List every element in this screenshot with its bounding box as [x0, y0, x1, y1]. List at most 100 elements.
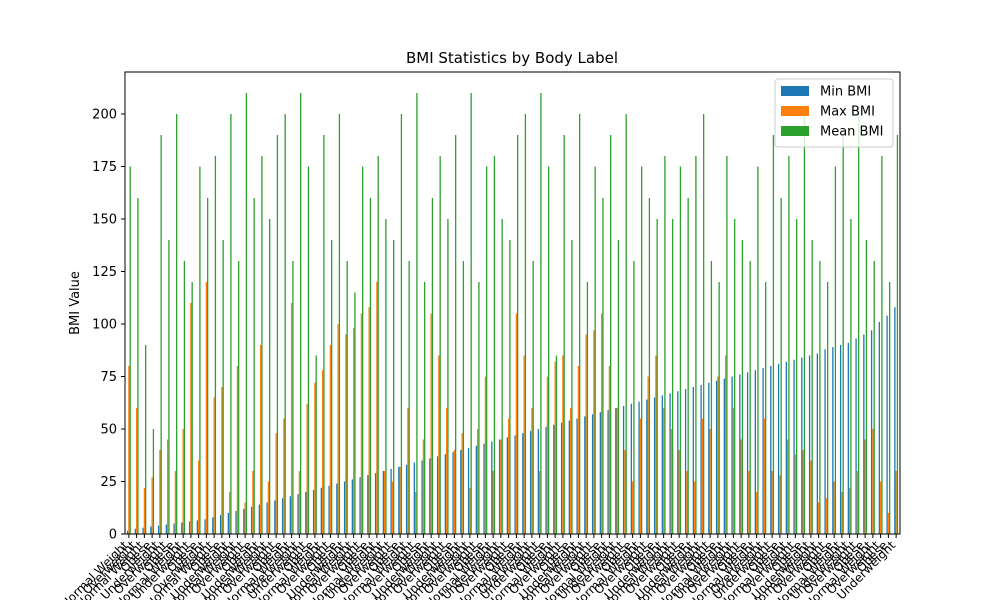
bar-min-bmi-7 — [181, 522, 183, 534]
bar-max-bmi-54 — [546, 376, 549, 534]
bar-mean-bmi-43 — [462, 261, 465, 534]
bar-max-bmi-17 — [259, 345, 262, 534]
bar-max-bmi-28 — [345, 334, 347, 534]
bar-mean-bmi-65 — [633, 261, 635, 534]
bar-min-bmi-82 — [762, 368, 764, 534]
bar-mean-bmi-25 — [323, 135, 325, 534]
bar-mean-bmi-35 — [400, 114, 403, 534]
bar-mean-bmi-3 — [152, 429, 155, 534]
bar-min-bmi-87 — [801, 357, 803, 534]
bar-max-bmi-44 — [469, 487, 471, 534]
bar-max-bmi-6 — [174, 471, 177, 534]
legend-swatch — [781, 126, 809, 136]
bar-min-bmi-43 — [460, 450, 462, 534]
bar-min-bmi-81 — [754, 370, 756, 534]
bar-max-bmi-8 — [190, 303, 192, 534]
bar-mean-bmi-23 — [307, 166, 310, 534]
y-axis-label: BMI Value — [68, 271, 83, 335]
bar-max-bmi-64 — [624, 450, 626, 534]
bar-mean-bmi-32 — [377, 156, 379, 534]
bar-max-bmi-19 — [275, 433, 277, 534]
chart-title: BMI Statistics by Body Label — [406, 49, 618, 67]
bar-max-bmi-70 — [670, 429, 673, 534]
bar-mean-bmi-70 — [672, 219, 674, 534]
bar-max-bmi-92 — [841, 492, 843, 534]
bar-mean-bmi-80 — [749, 261, 751, 534]
bar-mean-bmi-24 — [315, 355, 317, 534]
bar-max-bmi-57 — [569, 408, 572, 534]
bar-min-bmi-30 — [359, 477, 361, 534]
bar-max-bmi-41 — [445, 408, 448, 534]
bar-min-bmi-45 — [475, 445, 477, 534]
bar-min-bmi-61 — [599, 412, 601, 534]
bar-min-bmi-33 — [382, 471, 384, 534]
bar-mean-bmi-66 — [641, 166, 643, 534]
bar-max-bmi-58 — [577, 366, 580, 534]
bar-mean-bmi-8 — [191, 282, 193, 534]
bar-max-bmi-27 — [337, 324, 339, 534]
bar-min-bmi-21 — [289, 496, 291, 534]
bar-mean-bmi-89 — [819, 261, 821, 534]
bar-max-bmi-52 — [531, 408, 533, 534]
bar-max-bmi-10 — [205, 282, 208, 534]
bar-max-bmi-40 — [438, 355, 440, 534]
bar-max-bmi-97 — [879, 481, 882, 534]
bar-mean-bmi-88 — [811, 240, 813, 534]
bar-min-bmi-79 — [739, 374, 741, 534]
y-axis-ticks: 0 25 50 75 100 125 150 175 200 — [92, 108, 125, 543]
bar-min-bmi-29 — [351, 479, 353, 534]
bar-mean-bmi-46 — [486, 166, 488, 534]
bar-min-bmi-69 — [661, 395, 663, 534]
bar-mean-bmi-1 — [137, 198, 139, 534]
bar-mean-bmi-34 — [393, 240, 395, 534]
bar-mean-bmi-45 — [478, 282, 480, 534]
bar-mean-bmi-41 — [447, 219, 449, 534]
bar-mean-bmi-60 — [594, 166, 596, 534]
legend-swatch — [781, 86, 809, 96]
bar-mean-bmi-18 — [269, 219, 271, 534]
bar-mean-bmi-38 — [424, 282, 426, 534]
bar-max-bmi-62 — [608, 366, 611, 534]
bar-mean-bmi-5 — [168, 240, 170, 534]
bar-max-bmi-21 — [290, 303, 293, 534]
bar-mean-bmi-37 — [416, 93, 418, 534]
bar-max-bmi-61 — [600, 313, 603, 534]
bar-max-bmi-55 — [554, 361, 556, 534]
bar-max-bmi-7 — [182, 429, 184, 534]
bar-max-bmi-56 — [562, 355, 564, 534]
bar-mean-bmi-17 — [261, 156, 263, 534]
bar-max-bmi-45 — [476, 429, 479, 534]
bar-mean-bmi-29 — [354, 292, 356, 534]
bar-mean-bmi-64 — [625, 114, 627, 534]
bar-mean-bmi-6 — [176, 114, 178, 534]
bar-max-bmi-69 — [662, 408, 665, 534]
bar-min-bmi-35 — [398, 466, 400, 534]
bar-min-bmi-62 — [607, 410, 609, 534]
bar-min-bmi-90 — [824, 349, 826, 534]
bar-min-bmi-32 — [374, 473, 377, 534]
bar-mean-bmi-71 — [679, 166, 682, 534]
bar-mean-bmi-98 — [889, 282, 891, 534]
bar-min-bmi-51 — [522, 433, 524, 534]
bar-mean-bmi-57 — [571, 240, 573, 534]
bar-max-bmi-29 — [352, 328, 355, 534]
bar-max-bmi-3 — [151, 477, 153, 534]
bar-mean-bmi-72 — [687, 198, 689, 534]
bar-min-bmi-16 — [250, 506, 253, 534]
bar-max-bmi-95 — [864, 439, 866, 534]
bar-mean-bmi-54 — [548, 166, 550, 534]
y-tick-label: 150 — [92, 213, 117, 228]
bar-min-bmi-10 — [204, 519, 206, 534]
bar-min-bmi-31 — [367, 475, 369, 534]
bar-max-bmi-34 — [391, 481, 394, 534]
bar-min-bmi-94 — [855, 338, 857, 534]
bar-mean-bmi-33 — [385, 219, 387, 534]
bar-min-bmi-42 — [452, 452, 454, 534]
bar-mean-bmi-75 — [710, 261, 713, 534]
bar-mean-bmi-61 — [602, 198, 604, 534]
bar-max-bmi-49 — [507, 418, 510, 534]
bar-max-bmi-68 — [655, 355, 657, 534]
bar-max-bmi-32 — [376, 282, 378, 534]
bar-max-bmi-23 — [306, 403, 308, 534]
bar-min-bmi-9 — [196, 520, 198, 534]
